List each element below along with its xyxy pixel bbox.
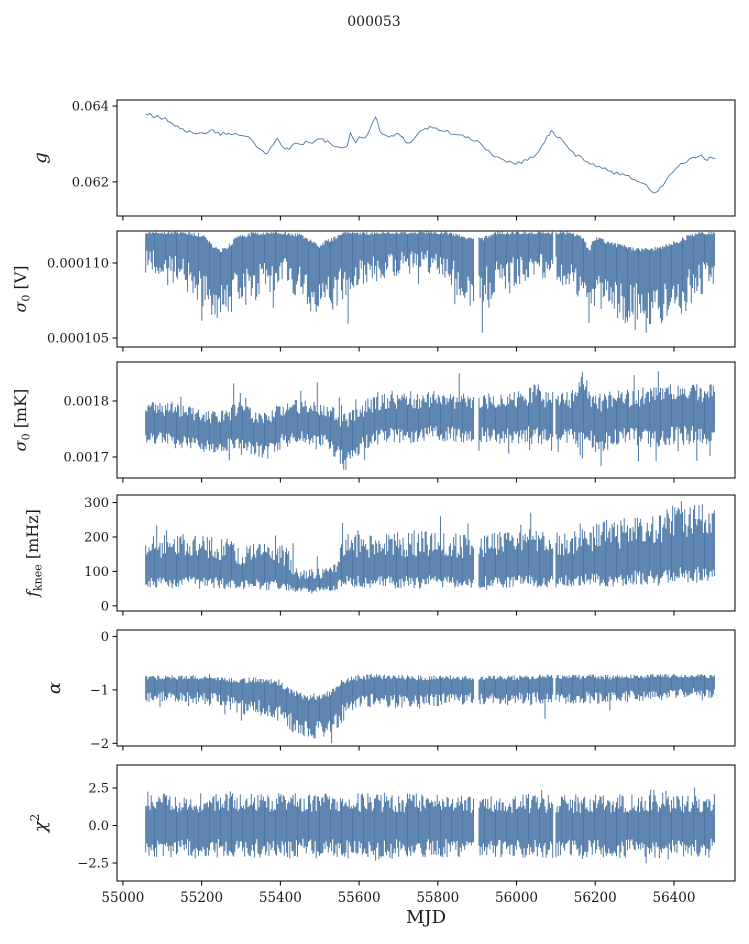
y-tick-label: −2 [90,737,109,752]
y-tick-label: 0.000105 [47,331,109,346]
panel-frame [116,361,736,479]
y-tick-label: 200 [84,530,109,545]
y-axis-label-sigma0-V: σ0 [V] [11,265,33,312]
panel-g: 0.062 0.064 g [30,99,736,221]
x-axis: 55000 55200 55400 55600 55800 56000 56200 56400 [101,890,695,906]
y-axis-label-sigma0-mK: σ0 [mK] [11,389,33,452]
series-g [145,112,716,194]
y-tick-label: 0.062 [72,175,109,190]
y-tick-label: −1 [90,683,109,698]
panel-chi2: −2.5 0.0 2.5 χ2 [28,764,736,886]
y-axis-label-chi2: χ2 [28,814,51,835]
y-tick-label: −2.5 [77,856,109,871]
figure-title: 000053 [347,14,400,30]
y-tick-label: 0 [101,599,109,614]
x-tick-label: 56000 [495,890,538,906]
y-tick-label: 300 [84,496,109,511]
panel-frame [116,494,736,612]
x-tick-label: 56400 [653,890,696,906]
y-tick-label: 2.5 [88,781,109,796]
panel-frame [116,99,736,217]
series-sigma0-mK [145,371,715,471]
panel-sigma0-V: 0.000105 0.000110 σ0 [V] [11,230,736,352]
series-alpha [145,674,715,744]
x-tick-label: 55600 [338,890,381,906]
panel-f-knee: 0 100 200 300 fknee [mHz] [23,494,736,616]
y-tick-label: 0.0018 [64,394,110,409]
y-axis-label-f-knee: fknee [mHz] [23,509,45,598]
x-tick-label: 55000 [101,890,144,906]
x-tick-label: 55400 [259,890,302,906]
y-axis-label-alpha: α [44,682,65,694]
panel-alpha: −2 −1 0 α [44,629,736,752]
series-f-knee [145,501,715,594]
panel-frame [116,629,736,747]
y-tick-label: 0.0 [88,819,109,834]
x-axis-label: MJD [406,907,446,928]
x-tick-label: 56200 [574,890,617,906]
y-tick-label: 0.0017 [64,450,110,465]
panel-frame [116,764,736,882]
y-tick-label: 0.064 [72,100,109,115]
y-tick-label: 100 [84,565,109,580]
series-chi2 [145,787,715,864]
series-sigma0-V [145,231,715,333]
panel-sigma0-mK: 0.0017 0.0018 σ0 [mK] [11,361,736,483]
x-tick-label: 55800 [416,890,459,906]
panel-frame [116,230,736,348]
x-tick-label: 55200 [180,890,223,906]
y-tick-label: 0.000110 [47,256,109,271]
y-tick-label: 0 [101,630,109,645]
y-axis-label-g: g [30,152,51,164]
